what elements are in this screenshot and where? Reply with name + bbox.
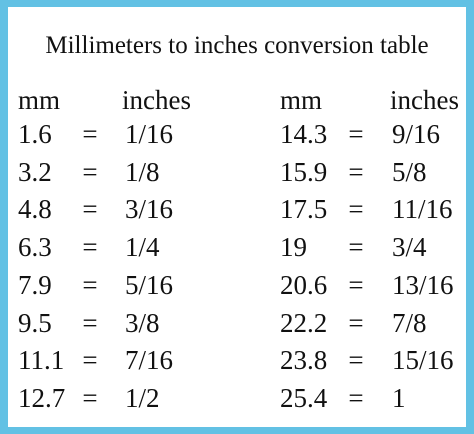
equals-sign: = (82, 269, 98, 300)
mm-value: 3.2 (18, 156, 52, 187)
mm-value: 7.9 (18, 269, 52, 300)
inches-value: 7/8 (392, 307, 427, 338)
mm-value: 22.2 (280, 307, 328, 338)
inches-value: 11/16 (392, 194, 453, 225)
inches-value: 13/16 (392, 269, 454, 300)
inches-value: 1 (392, 382, 406, 413)
inches-value: 7/16 (125, 345, 174, 376)
table-panel: Millimeters to inches conversion table m… (8, 7, 466, 427)
inches-value: 1/16 (125, 119, 174, 149)
mm-value: 25.4 (280, 382, 328, 413)
inches-value: 3/8 (125, 307, 160, 338)
inches-value: 3/4 (392, 232, 427, 263)
column-header: inches (390, 85, 459, 115)
equals-sign: = (82, 156, 98, 187)
equals-sign: = (348, 269, 364, 300)
equals-sign: = (348, 194, 364, 225)
inches-value: 15/16 (392, 345, 454, 376)
equals-sign: = (348, 119, 364, 149)
equals-sign: = (82, 307, 98, 338)
equals-sign: = (348, 156, 364, 187)
mm-value: 9.5 (18, 307, 52, 338)
mm-value: 20.6 (280, 269, 328, 300)
mm-value: 6.3 (18, 232, 52, 263)
inches-value: 1/4 (125, 232, 160, 263)
table-title: Millimeters to inches conversion table (45, 32, 429, 59)
mm-value: 4.8 (18, 194, 52, 225)
equals-sign: = (82, 119, 98, 149)
equals-sign: = (348, 345, 364, 376)
equals-sign: = (82, 345, 98, 376)
column-header: mm (18, 85, 61, 115)
inches-value: 5/8 (392, 156, 427, 187)
column-header: inches (122, 85, 191, 115)
inches-value: 3/16 (125, 194, 174, 225)
inches-value: 5/16 (125, 269, 174, 300)
equals-sign: = (82, 232, 98, 263)
equals-sign: = (82, 194, 98, 225)
mm-value: 1.6 (18, 119, 52, 149)
inches-value: 1/2 (125, 382, 160, 413)
mm-value: 23.8 (280, 345, 328, 376)
equals-sign: = (82, 382, 98, 413)
mm-value: 15.9 (280, 156, 328, 187)
equals-sign: = (348, 232, 364, 263)
mm-value: 11.1 (18, 345, 65, 376)
inches-value: 9/16 (392, 119, 441, 149)
equals-sign: = (348, 382, 364, 413)
mm-value: 17.5 (280, 194, 328, 225)
mm-value: 12.7 (18, 382, 66, 413)
mm-value: 19 (280, 232, 307, 263)
inches-value: 1/8 (125, 156, 160, 187)
mm-value: 14.3 (280, 119, 328, 149)
equals-sign: = (348, 307, 364, 338)
column-header: mm (280, 85, 323, 115)
